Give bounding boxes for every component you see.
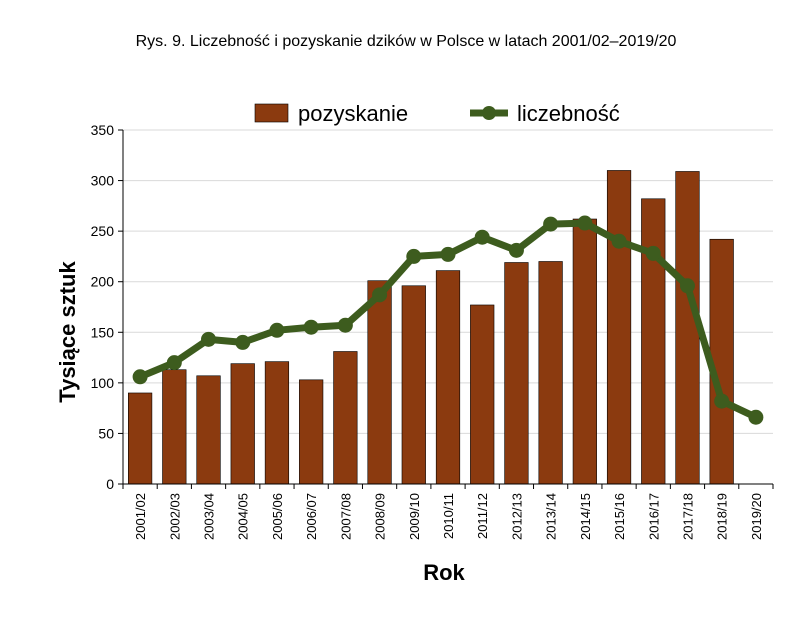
y-tick-label: 200	[91, 274, 115, 290]
x-tick-label: 2010/11	[441, 493, 456, 539]
bar-2004/05	[230, 363, 255, 485]
legend-label-pozyskanie: pozyskanie	[298, 101, 408, 126]
x-tick-label: 2017/18	[680, 493, 695, 540]
bar-2010/11	[435, 270, 461, 485]
y-tick-label: 0	[106, 476, 114, 492]
legend-marker-liczebnosc	[482, 106, 496, 120]
point-2010/11	[440, 246, 456, 262]
point-2004/05	[235, 334, 251, 350]
point-2017/18	[679, 278, 695, 294]
x-tick-label: 2014/15	[578, 493, 593, 540]
point-2008/09	[372, 287, 388, 303]
point-2013/14	[543, 216, 559, 232]
bar-2006/07	[299, 379, 324, 485]
x-tick-label: 2009/10	[407, 493, 422, 540]
legend-label-liczebnosc: liczebność	[517, 101, 620, 126]
x-tick-label: 2019/20	[749, 493, 764, 540]
bar-2017/18	[675, 171, 700, 485]
x-tick-label: 2012/13	[509, 493, 524, 540]
x-axis-label: Rok	[423, 560, 465, 585]
x-tick-label: 2007/08	[338, 493, 353, 540]
bar-2001/02	[128, 392, 153, 485]
point-2009/10	[406, 248, 422, 264]
point-2003/04	[201, 331, 217, 347]
x-tick-label: 2005/06	[270, 493, 285, 540]
y-tick-label: 300	[91, 173, 115, 189]
x-tick-label: 2018/19	[715, 493, 730, 540]
point-2016/17	[645, 245, 661, 261]
chart-title: Rys. 9. Liczebność i pozyskanie dzików w…	[135, 33, 677, 50]
bar-2012/13	[504, 262, 529, 485]
x-tick-label: 2002/03	[167, 493, 182, 540]
axes	[118, 129, 774, 489]
point-2018/19	[714, 393, 730, 409]
y-axis-label: Tysiące sztuk	[55, 261, 80, 403]
x-tick-label: 2008/09	[373, 493, 388, 540]
point-2015/16	[611, 233, 627, 249]
bar-2013/14	[538, 261, 563, 485]
bars	[128, 170, 734, 485]
x-tick-label: 2016/17	[646, 493, 661, 540]
bar-2008/09	[367, 280, 392, 485]
x-tick-label: 2015/16	[612, 493, 627, 540]
bar-2007/08	[333, 351, 358, 485]
y-tick-labels: 0 50 100 150 200 250 300 350	[91, 122, 115, 492]
bar-2002/03	[162, 369, 187, 485]
bar-2015/16	[606, 170, 632, 485]
point-2012/13	[508, 242, 524, 258]
line-series	[132, 215, 764, 425]
bar-2014/15	[572, 218, 597, 485]
x-tick-label: 2003/04	[202, 493, 217, 540]
bar-2003/04	[196, 375, 221, 485]
x-tick-label: 2006/07	[304, 493, 319, 540]
x-tick-label: 2013/14	[544, 493, 559, 540]
y-tick-label: 150	[91, 324, 115, 340]
x-tick-label: 2011/12	[475, 493, 490, 539]
bar-2005/06	[264, 361, 290, 485]
legend-swatch-pozyskanie	[254, 103, 289, 123]
bar-2016/17	[641, 198, 666, 485]
point-2002/03	[166, 355, 182, 371]
point-2014/15	[577, 215, 593, 231]
x-tick-label: 2004/05	[236, 493, 251, 540]
y-tick-label: 50	[98, 425, 114, 441]
point-2019/20	[748, 409, 764, 425]
point-2001/02	[132, 369, 148, 385]
point-2006/07	[303, 319, 319, 335]
bar-2011/12	[470, 304, 495, 485]
x-tick-labels: 2001/02 2002/03 2003/04 2004/05 2005/06 2006/…	[133, 493, 764, 540]
y-tick-label: 250	[91, 223, 115, 239]
point-2011/12	[474, 229, 490, 245]
bar-2009/10	[401, 285, 426, 485]
y-tick-label: 350	[91, 122, 115, 138]
point-2007/08	[337, 317, 353, 333]
legend: pozyskanie liczebność	[254, 101, 620, 126]
x-tick-label: 2001/02	[133, 493, 148, 540]
y-tick-label: 100	[91, 375, 115, 391]
point-2005/06	[269, 322, 285, 338]
